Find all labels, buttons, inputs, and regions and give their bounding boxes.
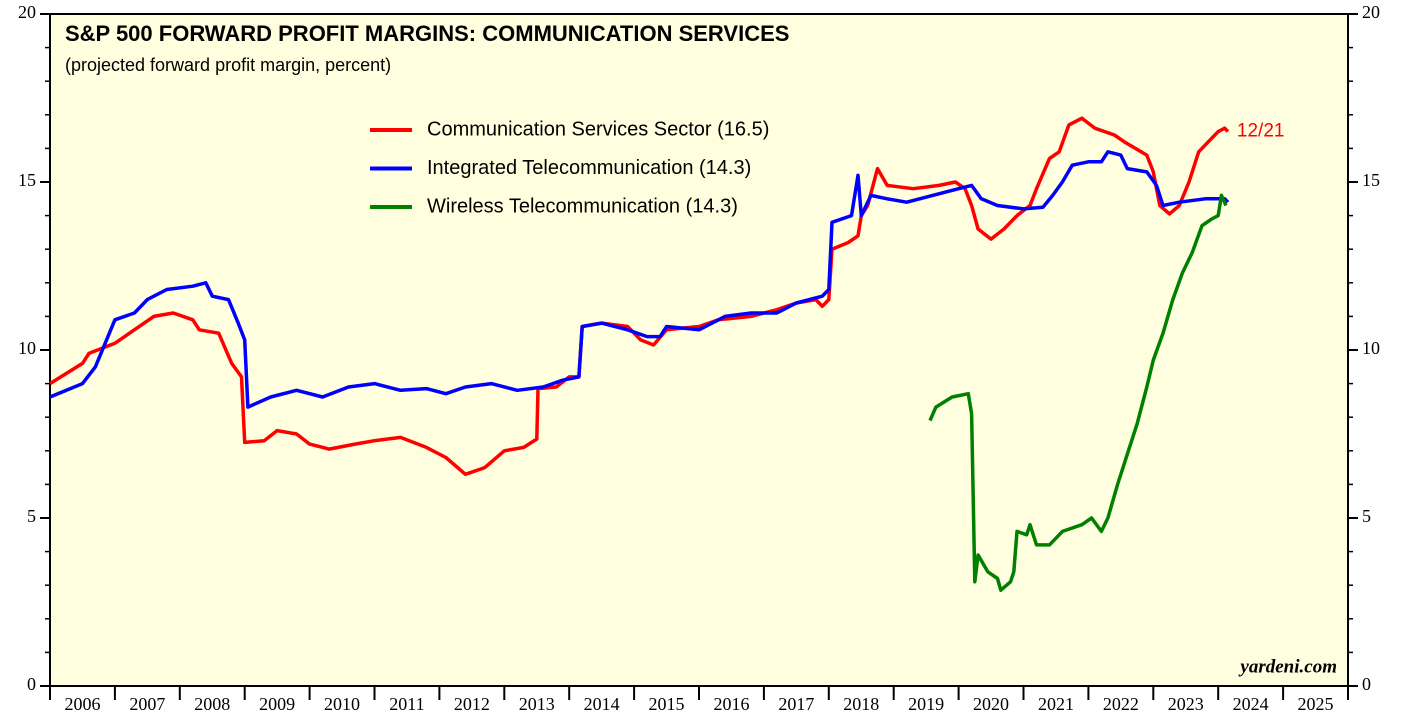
y-tick-label: 10 bbox=[18, 338, 36, 358]
annotation: 12/21 bbox=[1237, 121, 1285, 142]
y-tick-label: 0 bbox=[27, 674, 36, 694]
y-tick-label: 20 bbox=[18, 2, 36, 22]
y2-tick-label: 20 bbox=[1362, 2, 1380, 22]
x-tick-label: 2024 bbox=[1233, 694, 1269, 714]
x-tick-label: 2023 bbox=[1168, 694, 1204, 714]
x-tick-label: 2019 bbox=[908, 694, 944, 714]
x-tick-label: 2011 bbox=[389, 694, 424, 714]
y2-tick-label: 0 bbox=[1362, 674, 1371, 694]
x-tick-label: 2022 bbox=[1103, 694, 1139, 714]
y-tick-label: 15 bbox=[18, 170, 36, 190]
line-series bbox=[928, 193, 1228, 592]
x-tick-label: 2016 bbox=[713, 694, 749, 714]
x-tick-label: 2017 bbox=[778, 694, 814, 714]
source: yardeni.com bbox=[1238, 656, 1337, 677]
y2-tick-label: 10 bbox=[1362, 338, 1380, 358]
x-tick-label: 2006 bbox=[64, 694, 100, 714]
chart-subtitle: (projected forward profit margin, percen… bbox=[65, 55, 391, 75]
x-tick-label: 2010 bbox=[324, 694, 360, 714]
x-tick-label: 2009 bbox=[259, 694, 295, 714]
legend-label: Wireless Telecommunication (14.3) bbox=[427, 195, 738, 217]
x-tick-label: 2013 bbox=[519, 694, 555, 714]
x-tick-label: 2012 bbox=[454, 694, 490, 714]
x-tick-label: 2015 bbox=[649, 694, 685, 714]
x-tick-label: 2014 bbox=[584, 694, 620, 714]
x-tick-label: 2025 bbox=[1298, 694, 1334, 714]
y2-tick-label: 15 bbox=[1362, 170, 1380, 190]
x-tick-label: 2021 bbox=[1038, 694, 1074, 714]
y-tick-label: 5 bbox=[27, 506, 36, 526]
x-tick-label: 2008 bbox=[194, 694, 230, 714]
x-tick-label: 2018 bbox=[843, 694, 879, 714]
y2-tick-label: 5 bbox=[1362, 506, 1371, 526]
x-tick-label: 2020 bbox=[973, 694, 1009, 714]
line-series bbox=[49, 150, 1230, 409]
legend-label: Integrated Telecommunication (14.3) bbox=[427, 157, 751, 179]
chart-title: S&P 500 FORWARD PROFIT MARGINS: COMMUNIC… bbox=[65, 21, 789, 46]
x-tick-label: 2007 bbox=[129, 694, 165, 714]
plot-area bbox=[49, 13, 1349, 687]
legend-label: Communication Services Sector (16.5) bbox=[427, 118, 769, 140]
